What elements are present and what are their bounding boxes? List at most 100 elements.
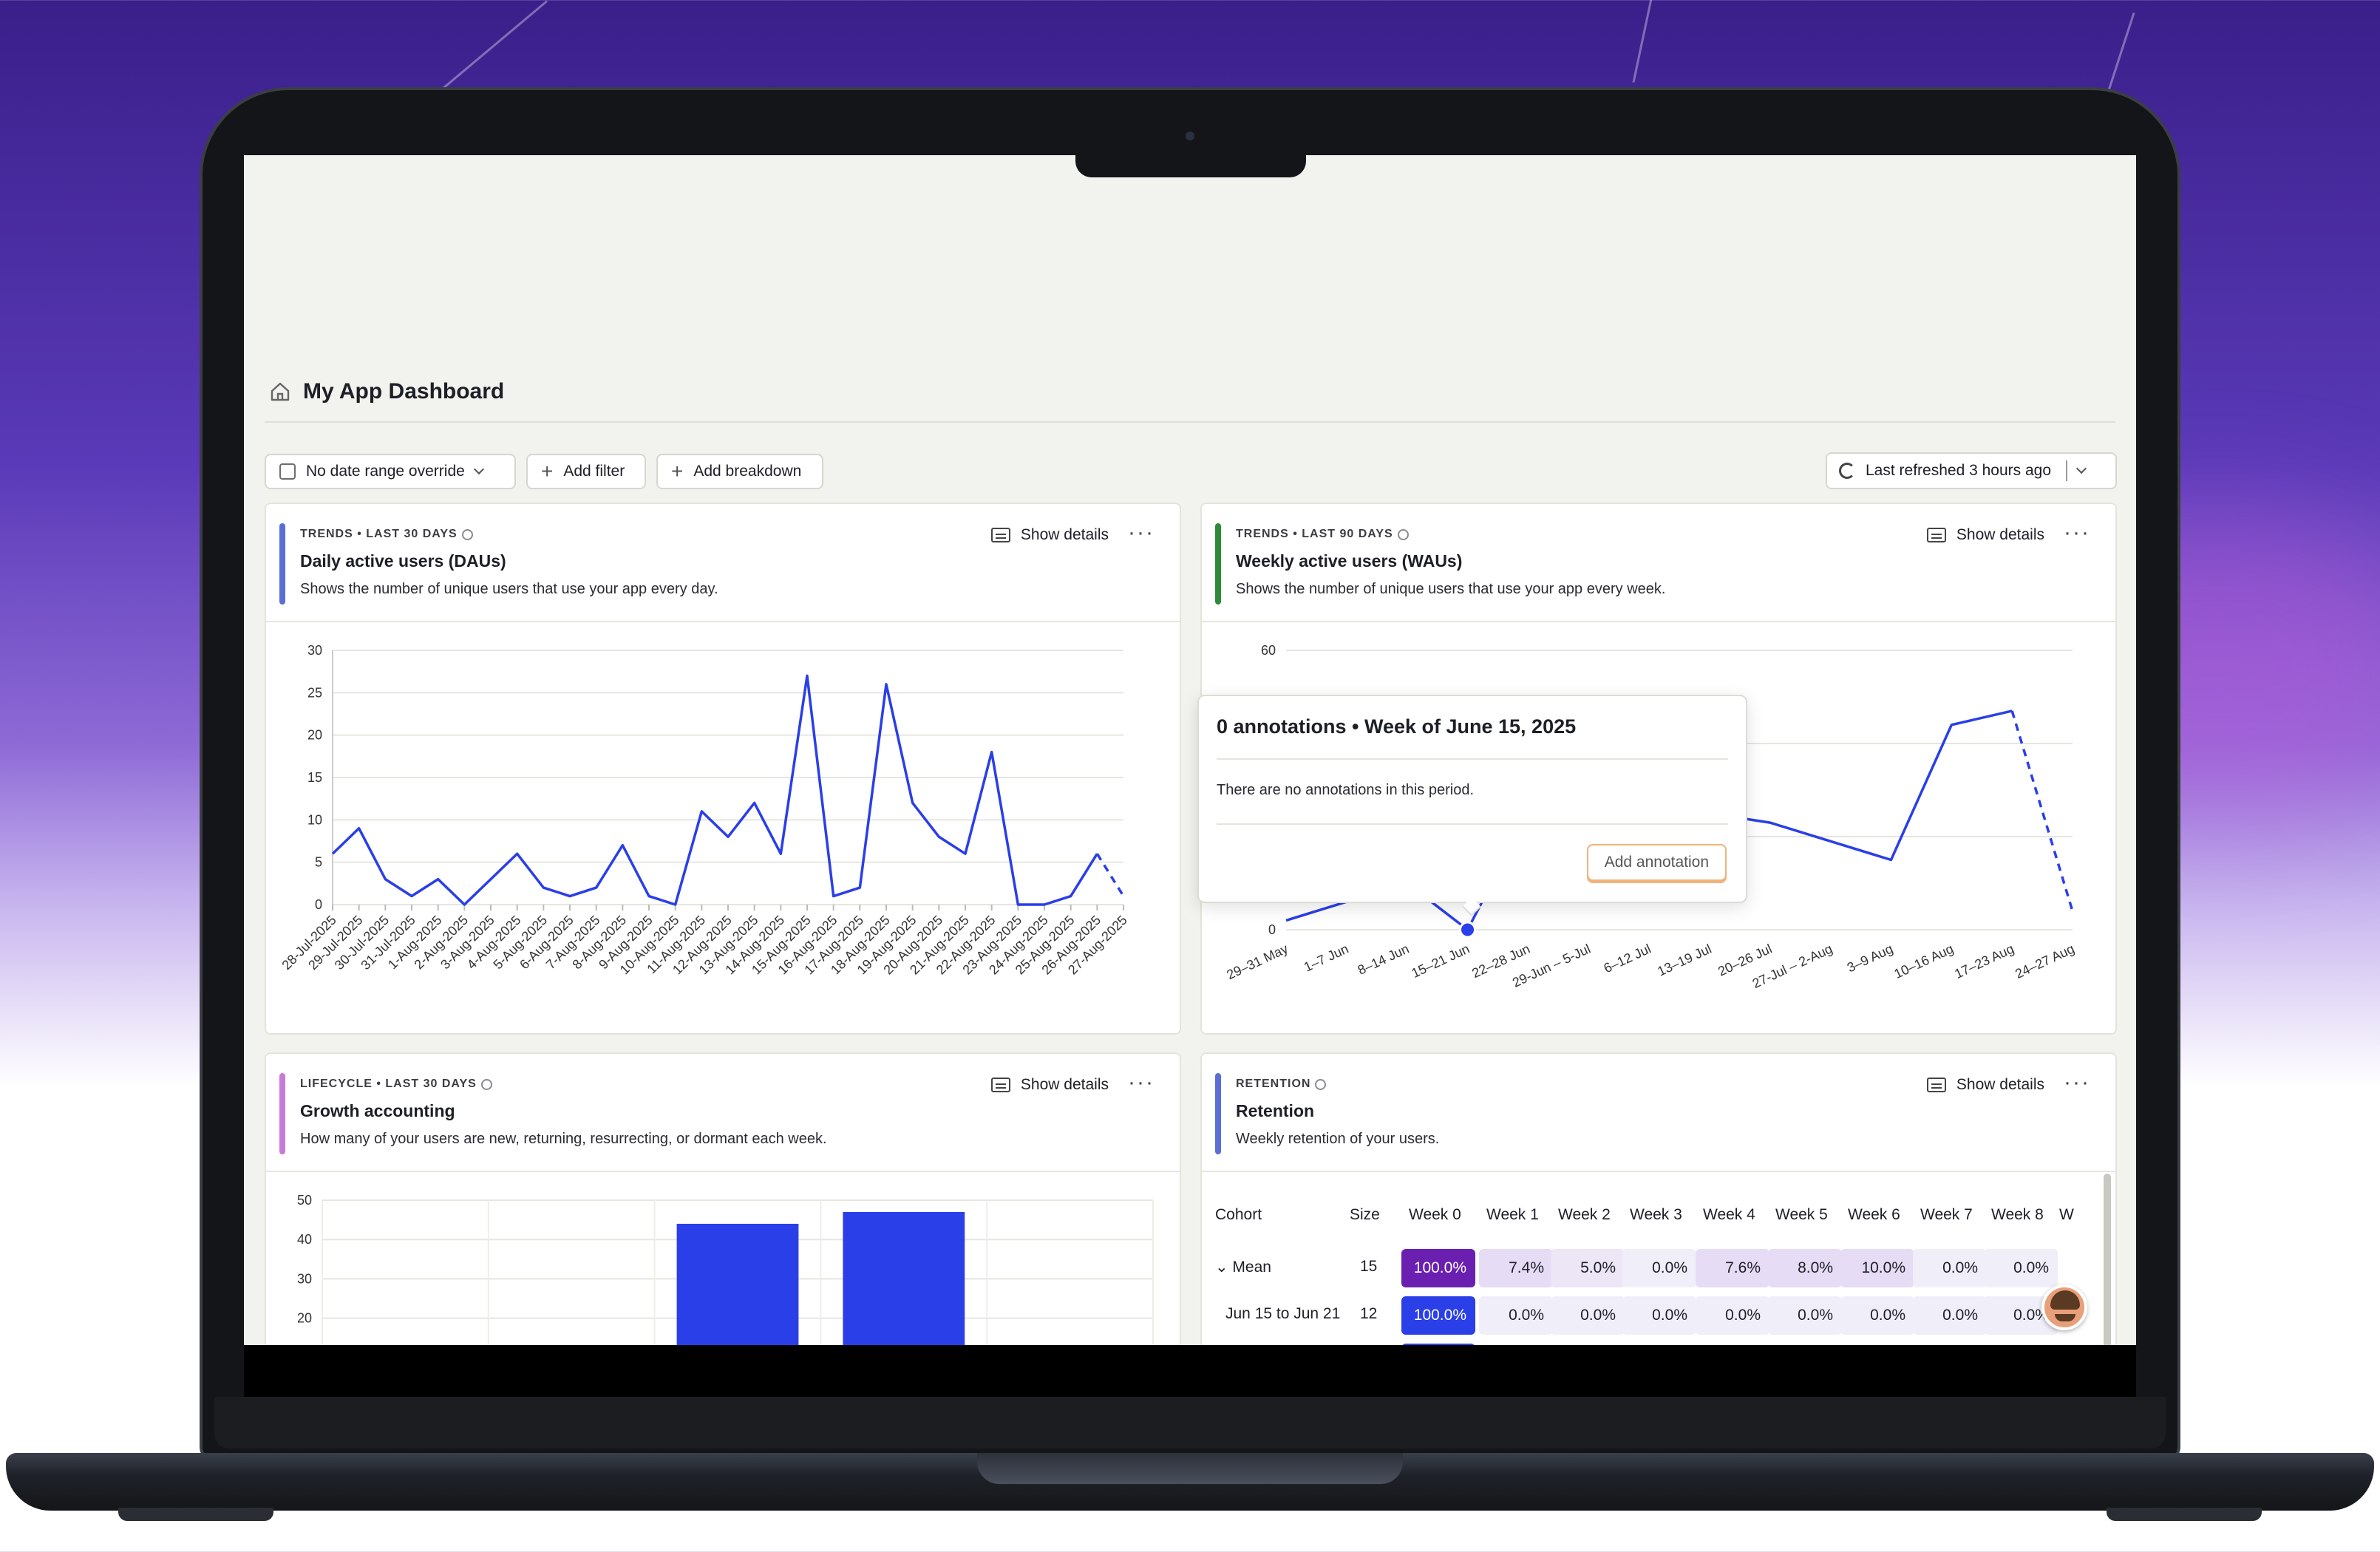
card-accent: [279, 523, 285, 605]
retention-cell[interactable]: 0.0%: [1913, 1296, 1987, 1335]
retention-cell[interactable]: 100.0%: [1401, 1296, 1475, 1335]
retention-cell[interactable]: 5.0%: [1551, 1249, 1625, 1287]
y-tick-label: 15: [307, 770, 322, 785]
scrollbar[interactable]: [2104, 1174, 2111, 1345]
series-line-incomplete: [2010, 710, 2074, 912]
details-icon: [1926, 1078, 1946, 1092]
laptop-hinge: [214, 1397, 2166, 1449]
x-tick-label: 10–16 Aug: [1892, 941, 1956, 981]
column-header: Week 6: [1848, 1206, 1900, 1223]
more-icon[interactable]: ···: [2064, 520, 2090, 545]
retention-cell[interactable]: 0.0%: [1840, 1296, 1914, 1335]
chevron-down-icon: [473, 463, 484, 475]
info-icon[interactable]: [480, 1078, 492, 1090]
divider: [265, 421, 2115, 423]
show-details-button[interactable]: Show details: [1926, 1076, 2044, 1094]
laptop-foot: [118, 1508, 273, 1521]
retention-cell[interactable]: 7.4%: [1479, 1249, 1553, 1287]
more-icon[interactable]: ···: [1128, 520, 1155, 545]
retention-cell[interactable]: 0.0%: [1768, 1296, 1842, 1335]
show-details-label: Show details: [1956, 1076, 2044, 1093]
details-icon: [990, 528, 1010, 542]
more-icon[interactable]: ···: [1128, 1070, 1155, 1095]
info-icon[interactable]: [1315, 1078, 1327, 1090]
card-title[interactable]: Retention: [1236, 1101, 1315, 1120]
card-kicker: RETENTION: [1236, 1078, 1327, 1091]
column-header: Week 2: [1558, 1206, 1611, 1223]
series-line: [331, 674, 1098, 906]
show-details-button[interactable]: Show details: [990, 1076, 1109, 1094]
home-icon[interactable]: [269, 381, 291, 403]
laptop-foot: [2107, 1508, 2262, 1521]
card-title[interactable]: Daily active users (DAUs): [300, 551, 506, 571]
divider: [1217, 758, 1728, 760]
chevron-down-icon[interactable]: [2075, 463, 2087, 474]
cohort-label[interactable]: ⌄ Mean: [1215, 1259, 1271, 1276]
retention-cell[interactable]: 0.0%: [1622, 1296, 1696, 1335]
date-range-button[interactable]: No date range override: [265, 454, 516, 489]
retention-cell[interactable]: 100.0%: [1401, 1249, 1475, 1287]
more-icon[interactable]: ···: [2064, 1070, 2090, 1095]
avatar[interactable]: [2041, 1284, 2087, 1330]
show-details-label: Show details: [1020, 526, 1109, 543]
add-filter-button[interactable]: + Add filter: [526, 454, 646, 489]
dau-card: TRENDS • LAST 30 DAYS Daily active users…: [265, 503, 1181, 1035]
x-tick-label: 6–12 Jul: [1602, 941, 1653, 976]
retention-cell[interactable]: 0.0%: [1551, 1296, 1625, 1335]
y-tick-label: 25: [307, 685, 322, 700]
y-tick-label: 20: [297, 1311, 312, 1326]
x-tick-label: 15–21 Jun: [1410, 941, 1472, 981]
info-icon[interactable]: [1397, 528, 1409, 540]
popover-title: 0 annotations • Week of June 15, 2025: [1217, 715, 1577, 738]
highlighted-point: [1459, 921, 1477, 939]
details-icon: [1926, 528, 1946, 542]
card-description: Shows the number of unique users that us…: [300, 581, 718, 597]
cohort-size: 12: [1360, 1305, 1378, 1322]
retention-cell[interactable]: 0.0%: [1913, 1249, 1987, 1287]
bg-line: [1632, 0, 1656, 83]
x-tick-label: 29–31 May: [1225, 941, 1291, 982]
cohort-label: Jun 15 to Jun 21: [1225, 1305, 1341, 1322]
show-details-button[interactable]: Show details: [1926, 526, 2044, 544]
retention-cell[interactable]: 0.0%: [1984, 1249, 2058, 1287]
screen-chin: [244, 1345, 2136, 1397]
column-header: Week 4: [1703, 1206, 1755, 1223]
card-description: How many of your users are new, returnin…: [300, 1131, 827, 1147]
y-tick-label: 40: [297, 1232, 312, 1247]
y-tick-label: 0: [315, 897, 322, 912]
card-header: TRENDS • LAST 90 DAYS Weekly active user…: [1202, 504, 2115, 622]
retention-cell[interactable]: 0.0%: [1622, 1249, 1696, 1287]
retention-cell[interactable]: 0.0%: [1479, 1296, 1553, 1335]
column-header: W: [2059, 1206, 2074, 1223]
page-title: My App Dashboard: [303, 379, 505, 404]
add-breakdown-button[interactable]: + Add breakdown: [656, 454, 823, 489]
column-header: Week 0: [1409, 1206, 1461, 1223]
retention-cell[interactable]: [1401, 1344, 1475, 1345]
card-accent: [279, 1073, 285, 1154]
column-header: Week 3: [1630, 1206, 1682, 1223]
divider: [1217, 823, 1728, 825]
retention-cell[interactable]: 10.0%: [1840, 1249, 1914, 1287]
add-filter-label: Add filter: [563, 463, 625, 480]
retention-cell[interactable]: 7.6%: [1696, 1249, 1769, 1287]
bg-line: [432, 0, 548, 98]
popover-text: There are no annotations in this period.: [1217, 782, 1474, 798]
details-icon: [990, 1078, 1010, 1092]
column-header: Cohort: [1215, 1206, 1262, 1223]
info-icon[interactable]: [461, 528, 473, 540]
add-annotation-button[interactable]: Add annotation: [1586, 844, 1727, 881]
retention-cell[interactable]: 8.0%: [1768, 1249, 1842, 1287]
card-title[interactable]: Weekly active users (WAUs): [1236, 551, 1463, 571]
laptop-base-notch: [977, 1453, 1403, 1484]
card-title[interactable]: Growth accounting: [300, 1101, 455, 1120]
refresh-button[interactable]: Last refreshed 3 hours ago: [1826, 452, 2117, 489]
column-header: Week 7: [1920, 1206, 1973, 1223]
bar-segment: [843, 1211, 965, 1345]
card-kicker: LIFECYCLE • LAST 30 DAYS: [300, 1078, 492, 1091]
retention-cell[interactable]: 0.0%: [1696, 1296, 1769, 1335]
card-description: Weekly retention of your users.: [1236, 1131, 1440, 1147]
kicker-text: TRENDS • LAST 30 DAYS: [300, 528, 458, 540]
growth-card: LIFECYCLE • LAST 30 DAYS Growth accounti…: [265, 1052, 1181, 1345]
add-breakdown-label: Add breakdown: [693, 463, 802, 480]
show-details-button[interactable]: Show details: [990, 526, 1109, 544]
